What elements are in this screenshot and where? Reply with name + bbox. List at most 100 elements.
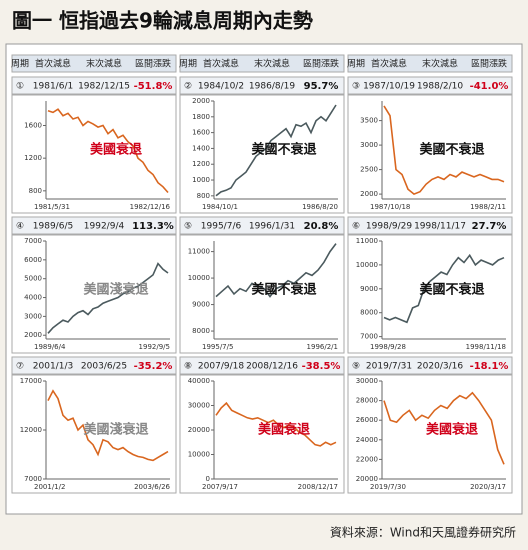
y-tick-label: 3000 [24, 312, 42, 320]
info-change: 95.7% [304, 81, 339, 92]
y-tick-label: 12000 [20, 426, 42, 434]
series-line [215, 104, 337, 197]
y-tick-label: 2000 [24, 331, 42, 339]
y-tick-label: 11000 [188, 248, 210, 256]
figure-title: 圖一 恒指過去9輪減息周期內走勢 [12, 9, 313, 33]
info-last-cut: 2003/6/25 [81, 362, 127, 372]
y-tick-label: 2500 [360, 166, 378, 174]
y-tick-label: 20000 [356, 475, 378, 483]
series-line [215, 401, 337, 447]
x-label-start: 1995/7/5 [202, 343, 233, 351]
x-label-start: 1981/5/31 [34, 203, 70, 211]
info-first-cut: 1984/10/2 [198, 82, 244, 92]
header-cell: 區間漲跌 [303, 59, 339, 70]
plot-area [179, 234, 345, 354]
y-tick-label: 28000 [356, 397, 378, 405]
header-cell: 周期 [179, 59, 197, 70]
y-tick-label: 10000 [188, 274, 210, 282]
y-tick-label: 1400 [192, 144, 210, 152]
annotation: 美國不衰退 [251, 282, 316, 298]
info-first-cut: 1989/6/5 [33, 222, 73, 232]
y-tick-label: 17000 [20, 377, 42, 385]
header-cell: 首次減息 [203, 58, 239, 70]
info-number: ⑧ [184, 362, 192, 372]
x-label-end: 1998/11/18 [466, 343, 506, 351]
info-first-cut: 2007/9/18 [198, 362, 244, 372]
plot-area [179, 374, 345, 494]
header-cell: 末次減息 [254, 58, 290, 70]
y-tick-label: 1200 [192, 160, 210, 168]
x-label-end: 1996/2/1 [307, 343, 338, 351]
info-row [347, 356, 513, 375]
y-tick-label: 6000 [24, 256, 42, 264]
y-tick-label: 20000 [188, 426, 210, 434]
y-tick-label: 30000 [188, 402, 210, 410]
info-first-cut: 1998/9/29 [366, 222, 412, 232]
series-line [383, 253, 505, 324]
info-first-cut: 2001/1/3 [33, 362, 73, 372]
info-row [11, 216, 177, 235]
header-cell: 區間漲跌 [471, 59, 507, 70]
annotation: 美國不衰退 [419, 142, 484, 158]
y-tick-label: 2000 [192, 97, 210, 105]
annotation: 美國淺衰退 [83, 282, 148, 298]
info-last-cut: 1992/9/4 [84, 222, 125, 232]
info-last-cut: 1996/1/31 [249, 222, 295, 232]
info-first-cut: 1995/7/6 [201, 222, 242, 232]
info-last-cut: 1982/12/15 [78, 82, 130, 92]
y-tick-label: 800 [197, 192, 210, 200]
series-line [383, 105, 505, 196]
x-label-end: 2003/6/26 [134, 483, 170, 491]
info-row [347, 76, 513, 95]
y-tick-label: 7000 [360, 333, 378, 341]
x-label-end: 1982/12/16 [130, 203, 171, 211]
header-row [179, 54, 345, 73]
header-cell: 末次減息 [86, 58, 122, 70]
info-change: 20.8% [304, 221, 339, 232]
info-number: ④ [16, 222, 24, 232]
y-tick-label: 24000 [356, 436, 378, 444]
header-cell: 末次減息 [422, 58, 458, 70]
series-line [47, 108, 169, 194]
info-row [347, 216, 513, 235]
x-label-end: 1986/8/20 [302, 203, 338, 211]
y-tick-label: 1600 [192, 129, 210, 137]
y-tick-label: 3000 [360, 141, 378, 149]
header-row [347, 54, 513, 73]
info-first-cut: 2019/7/31 [366, 362, 412, 372]
y-tick-label: 8000 [360, 309, 378, 317]
y-tick-label: 40000 [188, 377, 210, 385]
header-cell: 首次減息 [371, 58, 407, 70]
x-label-start: 1984/10/1 [202, 203, 238, 211]
y-tick-label: 1000 [192, 176, 210, 184]
info-last-cut: 2008/12/16 [246, 362, 298, 372]
y-tick-label: 9000 [192, 301, 210, 309]
plot-area [179, 94, 345, 214]
y-tick-label: 2000 [360, 190, 378, 198]
annotation: 美國衰退 [426, 422, 478, 438]
y-tick-label: 7000 [24, 237, 42, 245]
x-label-end: 2020/3/17 [470, 483, 506, 491]
info-row [179, 216, 345, 235]
y-tick-label: 1200 [24, 154, 42, 162]
series-line [215, 243, 337, 298]
info-last-cut: 2020/3/16 [417, 362, 463, 372]
plot-area [347, 374, 513, 494]
y-tick-label: 8000 [192, 327, 210, 335]
x-label-start: 2007/9/17 [202, 483, 238, 491]
info-number: ⑨ [352, 362, 360, 372]
y-tick-label: 5000 [24, 275, 42, 283]
info-change: -51.8% [134, 81, 173, 92]
y-tick-label: 11000 [356, 237, 378, 245]
info-row [179, 76, 345, 95]
y-tick-label: 1600 [24, 122, 42, 130]
y-tick-label: 9000 [360, 285, 378, 293]
header-row [11, 54, 177, 73]
plot-area [11, 234, 177, 354]
info-change: 27.7% [472, 221, 507, 232]
series-line [383, 391, 505, 465]
info-change: -35.2% [134, 361, 173, 372]
y-tick-label: 4000 [24, 294, 42, 302]
y-tick-label: 22000 [356, 455, 378, 463]
